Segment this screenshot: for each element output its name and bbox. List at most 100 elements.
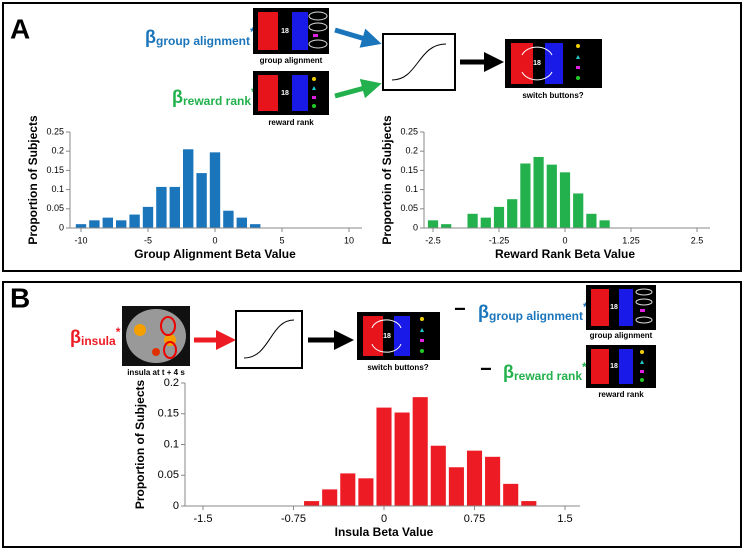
screen: 18 (505, 39, 602, 88)
bar (520, 163, 531, 228)
bar (507, 199, 518, 228)
bar (75, 224, 87, 228)
y-axis-title: Proportoin of Subjects (380, 115, 394, 245)
x-tick-label: -1.5 (194, 513, 213, 525)
sigmoid-curve (243, 319, 295, 359)
screen: 18 (253, 8, 329, 54)
bar (89, 220, 100, 228)
bar (533, 156, 544, 228)
bar (129, 214, 140, 228)
bar (573, 193, 584, 228)
bar (546, 164, 557, 228)
caption: switch buttons? (522, 91, 583, 100)
y-axis-title: Proportion of Subjects (26, 115, 40, 245)
caption: group alignment (590, 331, 653, 340)
x-tick-label: 0 (212, 235, 217, 245)
x-tick-label: 5 (279, 235, 284, 245)
minus-sign: − (480, 358, 492, 380)
x-tick-label: 1.25 (622, 235, 640, 245)
y-tick-label: 0 (173, 500, 179, 512)
y-tick-label: 0.05 (46, 203, 64, 213)
x-tick-label: 0 (381, 513, 387, 525)
bar (209, 152, 221, 228)
brain-image (122, 306, 190, 366)
y-tick-label: 0 (413, 222, 418, 232)
bar (304, 501, 320, 506)
bar (586, 213, 597, 228)
y-tick-label: 0.05 (400, 203, 418, 213)
bar (441, 224, 452, 228)
bar (102, 217, 113, 228)
caption: reward rank (268, 118, 314, 127)
screen: 18 (586, 345, 656, 388)
bar (467, 213, 478, 228)
bar (430, 445, 446, 506)
bar (394, 412, 410, 506)
bar (480, 217, 491, 228)
screen-number: 18 (610, 363, 618, 370)
x-tick-label: -0.75 (281, 513, 306, 525)
bar (493, 206, 505, 228)
panel-b-frame (2, 281, 742, 548)
minus-sign: − (454, 298, 466, 320)
panel-a-frame (2, 2, 742, 272)
y-tick-label: 0.25 (46, 126, 64, 136)
y-tick-label: 0.25 (400, 126, 418, 136)
bar (599, 220, 610, 228)
screen: 18 (357, 312, 440, 360)
x-tick-label: 1.5 (557, 513, 572, 525)
x-tick-label: 0 (562, 235, 567, 245)
screen-number: 18 (610, 304, 618, 311)
beta-label: βgroup alignment* (478, 300, 588, 323)
bar (196, 173, 207, 228)
y-tick-label: 0.1 (164, 438, 179, 450)
y-tick-label: 0.15 (400, 165, 418, 175)
bar (340, 473, 356, 506)
arrow (334, 27, 382, 48)
screen-number: 18 (383, 333, 391, 340)
sigmoid-curve (391, 43, 447, 81)
caption: insula at t + 4 s (127, 368, 185, 377)
bar (521, 501, 537, 506)
x-tick-label: 10 (344, 235, 354, 245)
beta-label: βreward rank* (172, 85, 256, 108)
bar (427, 220, 439, 228)
bar (466, 450, 483, 506)
y-tick-label: 0.2 (51, 146, 64, 156)
bar (376, 407, 392, 506)
y-tick-label: 0.2 (405, 146, 418, 156)
bar (169, 186, 180, 228)
x-axis-title: Reward Rank Beta Value (495, 247, 635, 261)
bar (503, 483, 519, 506)
x-tick-label: -2.5 (425, 235, 441, 245)
bar (116, 220, 127, 228)
bar (559, 172, 571, 228)
panel-label: A (10, 13, 30, 44)
x-tick-label: 0.75 (464, 513, 485, 525)
screen: 18 (586, 285, 656, 330)
caption: reward rank (598, 390, 644, 399)
caption: switch buttons? (367, 363, 428, 372)
bar (183, 149, 194, 228)
x-tick-label: 2.5 (691, 235, 704, 245)
x-axis-title: Group Alignment Beta Value (134, 247, 296, 261)
y-tick-label: 0.05 (158, 469, 179, 481)
y-tick-label: 0 (59, 222, 64, 232)
beta-label: βinsula* (70, 325, 121, 348)
bar (223, 210, 234, 228)
screen-number: 18 (533, 60, 541, 67)
screen-number: 18 (281, 28, 289, 35)
arrow (334, 78, 382, 99)
y-tick-label: 0.2 (164, 377, 179, 389)
x-axis-title: Insula Beta Value (335, 525, 434, 539)
y-tick-label: 0.15 (46, 165, 64, 175)
bar (236, 217, 247, 228)
x-tick-label: -1.25 (489, 235, 510, 245)
screen: 18 (253, 71, 329, 115)
bar (156, 186, 167, 228)
bar (485, 456, 501, 506)
beta-label: βgroup alignment* (145, 25, 255, 48)
panel-label: B (10, 282, 30, 313)
x-tick-label: -5 (144, 235, 152, 245)
